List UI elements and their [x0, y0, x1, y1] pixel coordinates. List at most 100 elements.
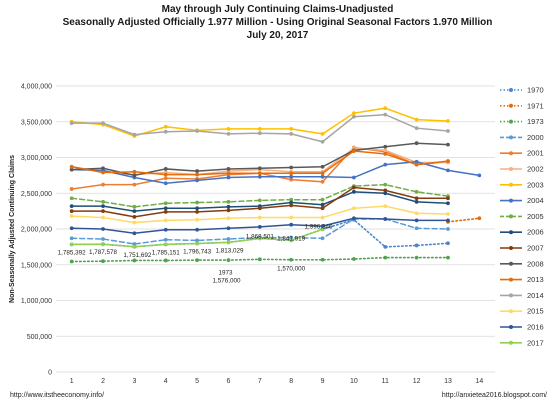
legend-label-2016: 2016 — [527, 323, 544, 332]
data-point-2016 — [320, 224, 325, 229]
x-tick-label: 11 — [382, 378, 389, 385]
data-point-2007 — [195, 209, 200, 214]
data-point-2014 — [226, 132, 231, 136]
legend-marker-2016 — [509, 325, 513, 329]
data-label: 1,996,346 — [305, 223, 334, 230]
data-point-1973 — [383, 255, 388, 260]
data-point-2014 — [132, 132, 137, 137]
data-point-1970 — [383, 244, 388, 249]
data-point-2013 — [446, 159, 450, 163]
data-point-2007 — [320, 206, 325, 211]
footer-right-url[interactable]: http://anxietea2016.blogspot.com/ — [441, 392, 547, 399]
legend-label-2003: 2003 — [527, 180, 544, 189]
y-tick-label: 0 — [48, 370, 52, 377]
data-point-2004 — [289, 174, 294, 179]
legend-label-2001: 2001 — [527, 149, 544, 158]
data-point-2000 — [101, 237, 105, 241]
data-point-2016 — [226, 226, 231, 231]
data-point-1973 — [226, 258, 231, 263]
x-tick-label: 10 — [350, 378, 358, 385]
data-label: 1,841,919 — [277, 235, 306, 242]
data-point-2005 — [289, 197, 294, 202]
data-point-2008 — [195, 169, 200, 173]
data-point-2004 — [226, 175, 231, 180]
data-point-2003 — [383, 106, 388, 111]
x-tick-label: 2 — [101, 378, 105, 385]
data-point-2004 — [446, 168, 450, 173]
data-point-2007 — [132, 214, 137, 219]
data-point-2001 — [69, 187, 74, 191]
data-point-2000 — [195, 238, 200, 243]
y-tick-label: 1,500,000 — [21, 262, 52, 269]
data-point-2000 — [446, 227, 450, 231]
y-tick-label: 2,500,000 — [21, 191, 52, 198]
data-label: 1,785,392 — [58, 249, 87, 256]
data-label: 1,813,029 — [215, 247, 244, 254]
data-point-2005 — [132, 204, 137, 209]
data-point-2006 — [320, 202, 325, 207]
data-point-2000 — [289, 235, 294, 240]
data-label: 1,570,000 — [277, 266, 306, 273]
legend-marker-2001 — [509, 151, 513, 156]
data-label: 1,796,743 — [183, 249, 212, 256]
data-point-2014 — [163, 129, 168, 134]
data-point-2006 — [69, 204, 74, 209]
data-point-2014 — [289, 132, 294, 136]
x-tick-label: 9 — [321, 378, 325, 385]
data-point-2000 — [69, 236, 74, 241]
legend-marker-1973 — [509, 119, 513, 124]
legend-marker-2014 — [509, 293, 513, 298]
legend-label-2007: 2007 — [527, 244, 544, 253]
footer-left-url[interactable]: http://www.itstheeconomy.info/ — [10, 392, 105, 399]
data-point-2008 — [446, 142, 450, 147]
data-point-2003 — [320, 132, 325, 136]
legend-marker-2017 — [509, 340, 513, 345]
data-point-2014 — [446, 129, 450, 133]
data-point-2003 — [289, 126, 294, 131]
data-point-2005 — [383, 182, 388, 187]
data-point-2017 — [226, 240, 231, 245]
data-point-2004 — [195, 178, 200, 183]
data-point-2000 — [163, 237, 168, 242]
data-point-2017 — [132, 244, 137, 249]
data-point-2015 — [69, 214, 74, 219]
legend-marker-2005 — [509, 214, 513, 219]
legend-label-2004: 2004 — [527, 196, 544, 205]
data-point-2001 — [101, 182, 105, 187]
legend-marker-1971 — [509, 103, 513, 108]
data-point-2007 — [414, 196, 419, 201]
data-point-2001 — [289, 177, 294, 182]
data-point-2000 — [414, 226, 419, 231]
data-label: 1,751,692 — [123, 252, 152, 259]
data-point-2007 — [163, 209, 168, 214]
data-point-2007 — [383, 188, 388, 193]
x-tick-label: 12 — [413, 378, 421, 385]
data-point-2015 — [257, 215, 262, 220]
legend-label-2017: 2017 — [527, 338, 544, 347]
data-point-2016 — [195, 227, 200, 232]
data-point-2008 — [383, 144, 388, 149]
data-point-2016 — [414, 218, 419, 223]
data-point-2008 — [320, 164, 325, 169]
data-point-2013 — [414, 162, 419, 167]
data-point-2017 — [257, 236, 262, 241]
data-point-2000 — [226, 237, 231, 241]
data-point-2017 — [320, 227, 325, 232]
data-point-2004 — [163, 181, 168, 186]
y-tick-label: 3,000,000 — [21, 155, 52, 162]
x-tick-label: 5 — [195, 378, 199, 385]
data-point-2000 — [320, 236, 325, 241]
data-point-2013 — [69, 164, 74, 169]
data-point-2001 — [163, 176, 168, 181]
data-point-2003 — [351, 111, 356, 116]
y-tick-label: 1,000,000 — [21, 298, 52, 305]
data-point-2006 — [226, 204, 231, 209]
data-point-2013 — [383, 152, 388, 156]
legend-marker-1970 — [509, 88, 513, 92]
data-point-2002 — [383, 148, 388, 153]
data-point-2006 — [101, 204, 105, 209]
data-point-2016 — [132, 231, 137, 236]
data-point-2006 — [195, 206, 200, 211]
data-point-2015 — [101, 215, 105, 220]
data-point-2003 — [226, 126, 231, 131]
